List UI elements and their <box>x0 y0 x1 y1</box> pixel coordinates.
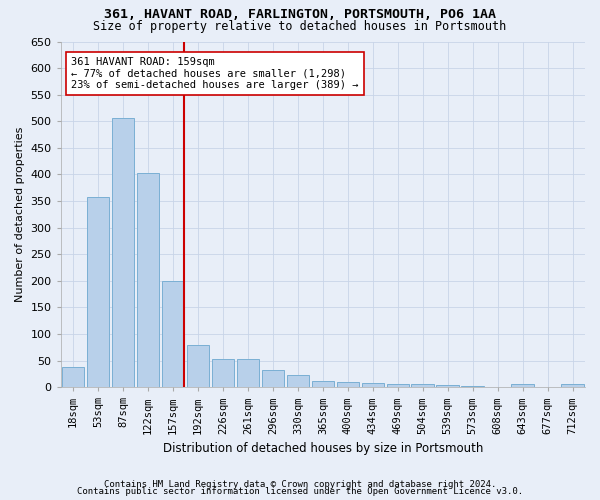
Bar <box>461 386 484 387</box>
Bar <box>137 174 160 387</box>
Bar <box>62 367 85 387</box>
Text: 361, HAVANT ROAD, FARLINGTON, PORTSMOUTH, PO6 1AA: 361, HAVANT ROAD, FARLINGTON, PORTSMOUTH… <box>104 8 496 20</box>
Bar <box>162 281 184 387</box>
Text: 361 HAVANT ROAD: 159sqm
← 77% of detached houses are smaller (1,298)
23% of semi: 361 HAVANT ROAD: 159sqm ← 77% of detache… <box>71 57 359 90</box>
Bar <box>112 118 134 387</box>
Bar <box>212 359 234 387</box>
Bar <box>337 382 359 387</box>
Bar <box>262 370 284 387</box>
Bar <box>561 384 584 387</box>
Bar <box>237 359 259 387</box>
X-axis label: Distribution of detached houses by size in Portsmouth: Distribution of detached houses by size … <box>163 442 483 455</box>
Y-axis label: Number of detached properties: Number of detached properties <box>15 126 25 302</box>
Bar <box>386 384 409 387</box>
Bar <box>436 385 459 387</box>
Bar <box>187 344 209 387</box>
Text: Contains public sector information licensed under the Open Government Licence v3: Contains public sector information licen… <box>77 488 523 496</box>
Bar <box>287 376 309 387</box>
Bar <box>412 384 434 387</box>
Bar <box>511 384 534 387</box>
Bar <box>362 384 384 387</box>
Bar <box>311 382 334 387</box>
Text: Contains HM Land Registry data © Crown copyright and database right 2024.: Contains HM Land Registry data © Crown c… <box>104 480 496 489</box>
Text: Size of property relative to detached houses in Portsmouth: Size of property relative to detached ho… <box>94 20 506 33</box>
Bar <box>87 198 109 387</box>
